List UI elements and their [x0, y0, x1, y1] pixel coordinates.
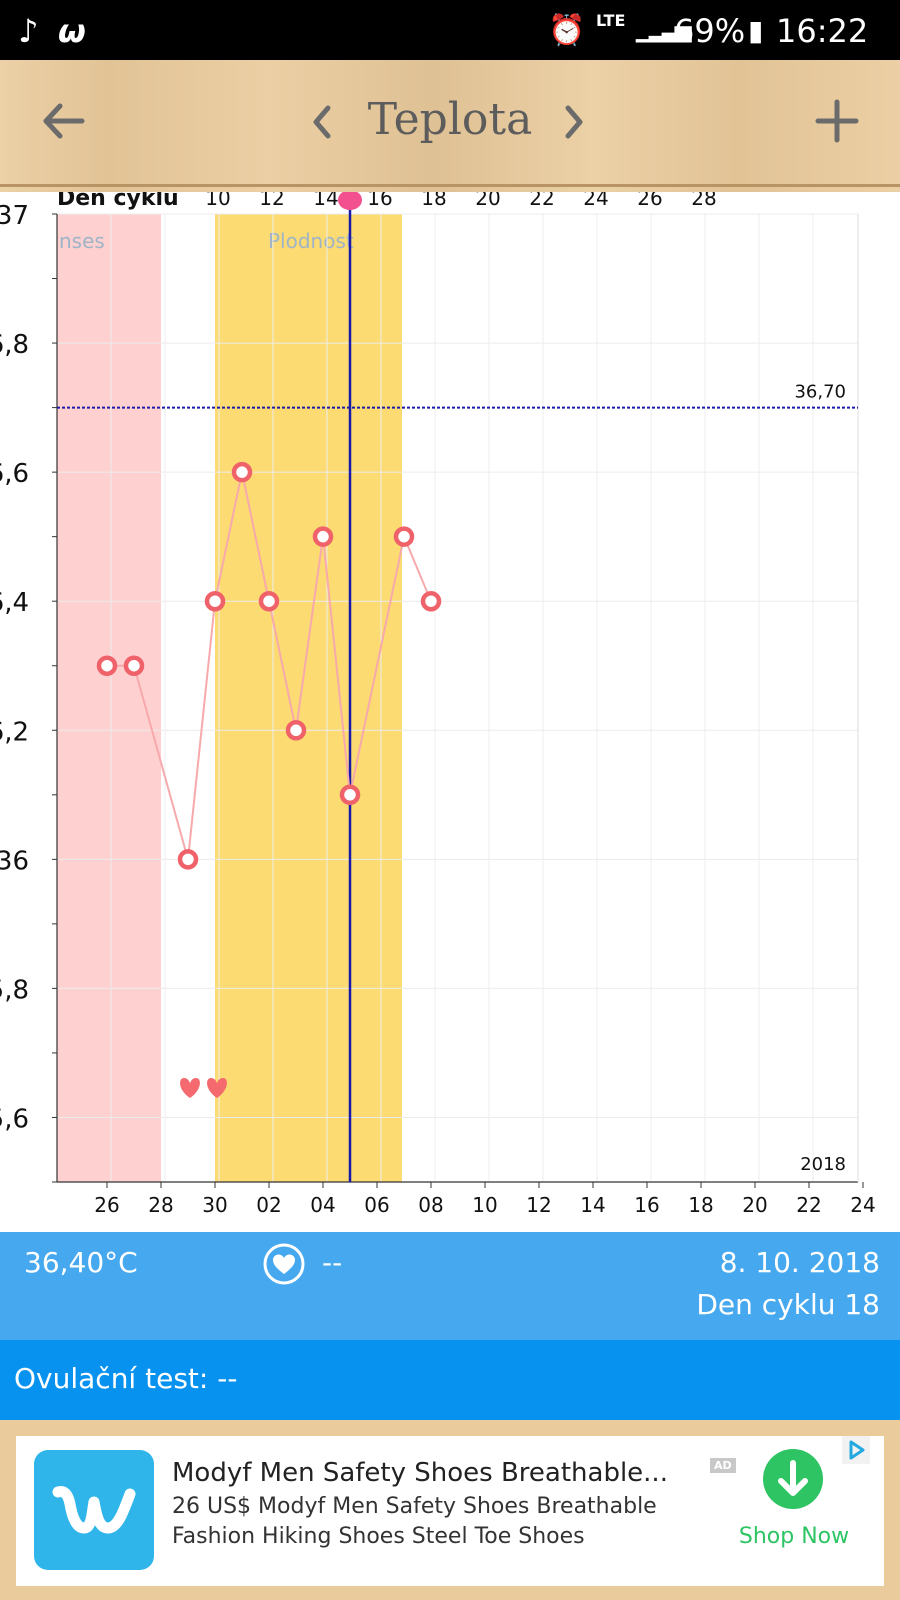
cycle-day-tick-label: 24 — [583, 192, 608, 210]
y-tick-label: 35,6 — [0, 1104, 29, 1134]
temperature-point[interactable] — [339, 784, 361, 806]
temperature-point[interactable] — [393, 526, 415, 547]
intercourse-heart-icon — [180, 1078, 200, 1098]
next-chevron-icon[interactable] — [560, 100, 590, 144]
prev-chevron-icon[interactable] — [306, 100, 336, 144]
add-icon[interactable] — [814, 98, 860, 144]
ad-description-line2: Fashion Hiking Shoes Steel Toe Shoes — [172, 1524, 585, 1549]
heart-value: -- — [322, 1246, 343, 1279]
intercourse-heart-icon — [207, 1078, 227, 1098]
adchoices-icon[interactable] — [842, 1436, 870, 1464]
temperature-point[interactable] — [204, 590, 226, 612]
band-label: Plodnost — [268, 229, 354, 253]
date-tick-label: 20 — [742, 1193, 767, 1217]
back-arrow-icon[interactable] — [38, 96, 88, 146]
y-tick-label: 36,4 — [0, 588, 29, 618]
cycle-day-tick-label: 28 — [691, 192, 716, 210]
cycle-day-tick-label: 20 — [475, 192, 500, 210]
ad-badge: AD — [710, 1458, 736, 1473]
selected-cycle-day: Den cyklu 18 — [696, 1288, 880, 1321]
cycle-day-tick-label: 16 — [367, 192, 392, 210]
ovulation-test-row[interactable]: Ovulační test: -- — [0, 1340, 900, 1420]
cycle-day-tick-label: 10 — [205, 192, 230, 210]
shop-now-button[interactable]: Shop Now — [738, 1524, 850, 1549]
date-tick-label: 14 — [580, 1193, 605, 1217]
ad-title[interactable]: Modyf Men Safety Shoes Breathable... — [172, 1458, 668, 1488]
date-tick-label: 22 — [796, 1193, 821, 1217]
date-tick-label: 12 — [526, 1193, 551, 1217]
page-title: Teplota — [367, 94, 533, 145]
heart-icon[interactable] — [262, 1242, 306, 1286]
battery-text: 69% — [674, 12, 746, 50]
ad-container: Modyf Men Safety Shoes Breathable... AD … — [0, 1420, 900, 1600]
band-menses — [57, 214, 161, 1182]
ovulation-test-text: Ovulační test: -- — [14, 1362, 238, 1395]
date-tick-label: 30 — [202, 1193, 227, 1217]
date-tick-label: 16 — [634, 1193, 659, 1217]
date-tick-label: 18 — [688, 1193, 713, 1217]
temperature-point[interactable] — [258, 590, 280, 612]
temperature-point[interactable] — [96, 655, 118, 676]
wish-icon: ω — [58, 12, 86, 50]
ad-banner[interactable]: Modyf Men Safety Shoes Breathable... AD … — [16, 1436, 884, 1586]
y-tick-label: 36 — [0, 846, 29, 876]
lte-icon: LTE — [596, 11, 626, 30]
app-header: Teplota — [0, 60, 900, 192]
chart-grid — [52, 213, 864, 1188]
temperature-point[interactable] — [177, 849, 199, 870]
temperature-point[interactable] — [420, 590, 442, 612]
band-label: nses — [59, 229, 105, 253]
status-bar: ♪ ω ⏰ LTE ▁▂▃▅ 69% ▮ 16:22 — [0, 0, 900, 60]
date-tick-label: 26 — [94, 1193, 119, 1217]
download-icon[interactable] — [762, 1448, 824, 1510]
cycle-day-tick-label: 22 — [529, 192, 554, 210]
date-tick-label: 08 — [418, 1193, 443, 1217]
header-divider — [0, 184, 900, 187]
y-tick-label: 36,6 — [0, 459, 29, 489]
date-tick-label: 04 — [310, 1193, 335, 1217]
date-tick-label: 02 — [256, 1193, 281, 1217]
reference-line-label: 36,70 — [794, 382, 846, 403]
date-tick-label: 28 — [148, 1193, 173, 1217]
y-tick-label: 36,2 — [0, 717, 29, 747]
cycle-day-tick-label: 18 — [421, 192, 446, 210]
battery-icon: ▮ — [748, 14, 764, 47]
temperature-point[interactable] — [123, 655, 145, 676]
temperature-point[interactable] — [231, 461, 253, 483]
cycle-day-tick-label: 12 — [259, 192, 284, 210]
selected-day-marker — [338, 192, 362, 210]
date-tick-label: 24 — [850, 1193, 875, 1217]
tiktok-icon: ♪ — [18, 12, 39, 50]
ad-description-line1: 26 US$ Modyf Men Safety Shoes Breathable — [172, 1494, 657, 1519]
temperature-point[interactable] — [285, 720, 307, 741]
day-info-panel[interactable]: 36,40°C -- 8. 10. 2018 Den cyklu 18 — [0, 1232, 900, 1340]
temperature-chart[interactable]: nses Plodnost 36,70 37 36,8 36,6 36,4 36,2 36 3… — [0, 192, 900, 1232]
selected-date: 8. 10. 2018 — [719, 1246, 880, 1279]
cycle-day-tick-label: 14 — [313, 192, 338, 210]
cycle-day-axis-title: Den cyklu — [57, 192, 179, 211]
alarm-icon: ⏰ — [548, 13, 586, 48]
wish-logo-icon[interactable] — [34, 1450, 154, 1570]
clock: 16:22 — [776, 12, 869, 50]
cycle-day-tick-label: 26 — [637, 192, 662, 210]
date-tick-label: 10 — [472, 1193, 497, 1217]
year-label: 2018 — [800, 1154, 846, 1175]
temperature-value: 36,40°C — [24, 1246, 138, 1279]
y-tick-label: 36,8 — [0, 330, 29, 360]
y-tick-label: 35,8 — [0, 975, 29, 1005]
date-tick-label: 06 — [364, 1193, 389, 1217]
y-tick-label: 37 — [0, 201, 29, 231]
temperature-point[interactable] — [312, 526, 334, 547]
band-fertility — [215, 214, 402, 1182]
signal-icon: ▁▂▃▅ — [636, 18, 692, 43]
